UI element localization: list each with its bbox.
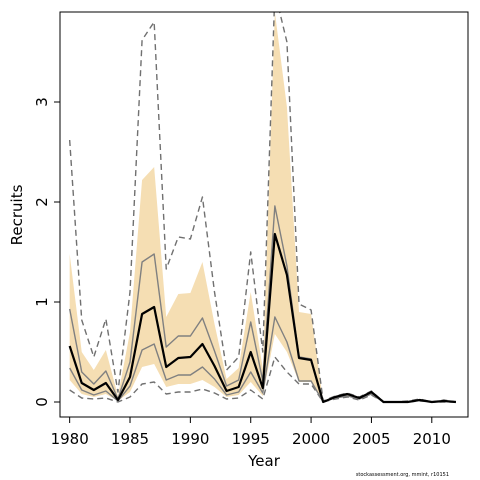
confidence-band [69, 12, 456, 402]
y-axis-title: Recruits [8, 184, 26, 245]
y-tick-label: 3 [33, 97, 51, 107]
x-tick-label: 1980 [51, 430, 89, 448]
x-tick-label: 2005 [352, 430, 390, 448]
x-tick-label: 1985 [111, 430, 149, 448]
x-tick-label: 2000 [292, 430, 330, 448]
y-tick-label: 1 [33, 297, 51, 307]
y-tick-label: 0 [33, 397, 51, 407]
series-line-median [68, 232, 457, 404]
plot-area [68, 12, 457, 404]
y-tick-label: 2 [33, 197, 51, 207]
x-axis: 1980 1985 1990 1995 2000 2005 2010 [51, 417, 451, 448]
x-axis-title: Year [247, 452, 281, 470]
x-tick-label: 1995 [232, 430, 270, 448]
plot-frame [59, 11, 469, 418]
credit-text: stockassessment.org, mmint, r10151 [356, 472, 449, 478]
series-line-outer-upper [68, 12, 457, 403]
x-tick-label: 1990 [171, 430, 209, 448]
x-tick-label: 2010 [413, 430, 451, 448]
y-axis: 0 1 2 3 [33, 97, 60, 407]
